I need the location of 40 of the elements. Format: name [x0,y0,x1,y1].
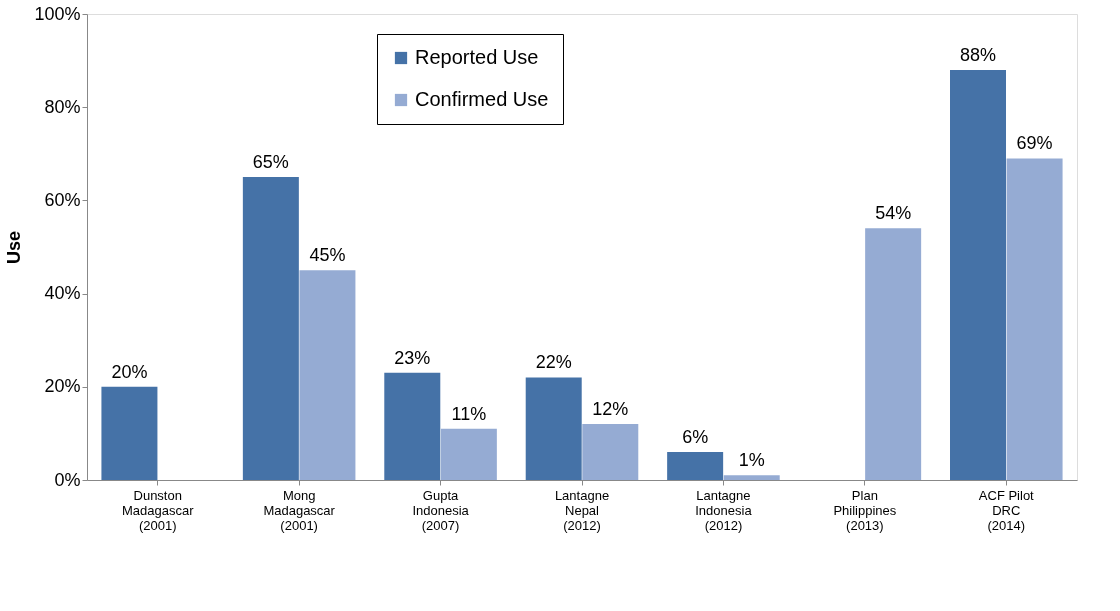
x-tick-label: Gupta Indonesia (2007) [412,487,470,533]
data-label: 12% [592,399,629,420]
x-tick-label: Mong Madagascar (2001) [263,487,336,533]
bar [242,177,299,480]
x-tick-label: ACF Pilot DRC (2014) [978,487,1035,533]
data-label: 22% [535,352,572,373]
bar [723,475,780,480]
x-tick-label: Dunston Madagascar (2001) [121,487,195,533]
y-tick-label: 0% [54,469,81,490]
y-tick-label: 40% [44,283,81,304]
data-label: 65% [252,152,289,173]
bar [582,424,639,480]
bar [1006,158,1063,480]
bar [101,386,158,480]
bar [525,377,582,480]
y-axis-title: Use [4,230,25,265]
x-tick-label: Lantagne Nepal (2012) [554,487,610,533]
legend-label: Confirmed Use [415,88,549,110]
x-tick-label: Lantagne Indonesia (2012) [695,487,753,533]
y-tick-label: 20% [44,376,81,397]
x-tick-label: Plan Philippines (2013) [833,487,897,533]
bar [384,372,441,480]
y-tick-label: 80% [44,96,81,117]
bar [950,69,1006,480]
data-label: 69% [1016,133,1053,154]
data-label: 11% [451,403,487,424]
y-tick-label: 60% [44,189,81,210]
bar [865,228,922,480]
data-label: 88% [959,44,997,65]
y-tick-label: 100% [34,3,81,24]
bar [667,452,724,480]
bar [299,270,356,480]
bar [440,428,497,480]
data-label: 54% [875,203,912,224]
legend-label: Reported Use [415,46,539,68]
data-label: 6% [682,427,709,448]
data-label: 23% [394,347,431,368]
data-label: 1% [738,450,765,471]
data-label: 20% [111,361,148,382]
data-label: 45% [309,245,346,266]
